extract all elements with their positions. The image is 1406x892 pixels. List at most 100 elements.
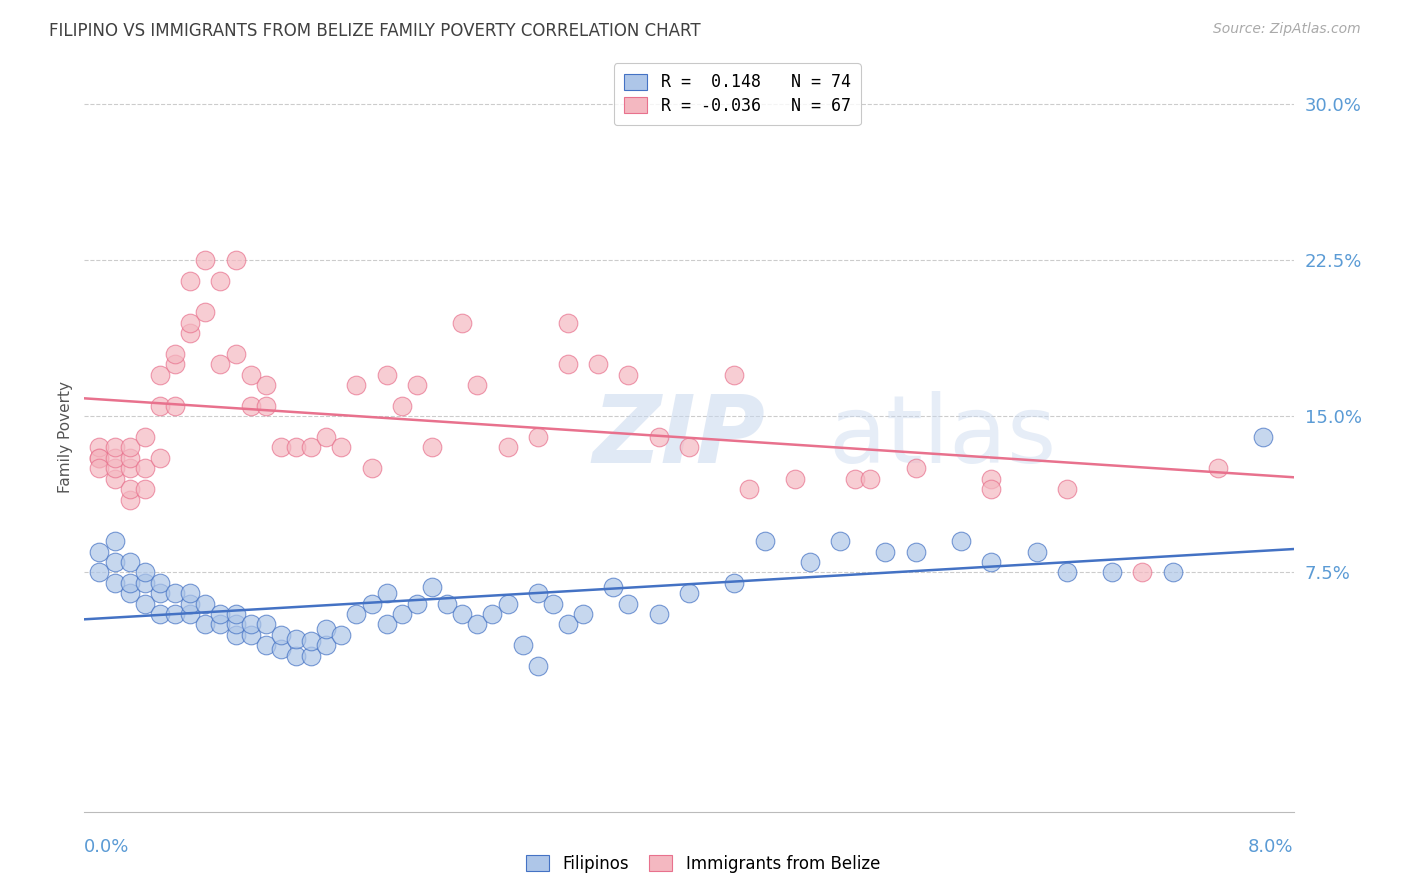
Point xyxy=(285,648,308,663)
Point xyxy=(315,638,337,652)
Point xyxy=(904,544,927,558)
Text: 8.0%: 8.0% xyxy=(1249,838,1294,856)
Point xyxy=(859,472,882,486)
Y-axis label: Family Poverty: Family Poverty xyxy=(58,381,73,493)
Point xyxy=(844,472,866,486)
Point xyxy=(134,566,156,580)
Point xyxy=(467,617,489,632)
Point xyxy=(254,638,277,652)
Point xyxy=(420,580,443,594)
Point xyxy=(572,607,595,621)
Point xyxy=(588,357,610,371)
Point xyxy=(270,642,292,657)
Point xyxy=(648,607,671,621)
Point xyxy=(118,586,141,600)
Point xyxy=(617,597,640,611)
Point xyxy=(315,430,337,444)
Point xyxy=(406,597,429,611)
Point xyxy=(557,316,579,330)
Point xyxy=(980,555,1002,569)
Point xyxy=(149,450,172,465)
Point xyxy=(89,450,111,465)
Point xyxy=(118,575,141,590)
Point xyxy=(723,575,745,590)
Point xyxy=(346,378,368,392)
Point xyxy=(451,316,474,330)
Point xyxy=(89,450,111,465)
Point xyxy=(209,274,232,288)
Point xyxy=(557,617,579,632)
Point xyxy=(134,461,156,475)
Point xyxy=(346,607,368,621)
Point xyxy=(179,607,201,621)
Point xyxy=(980,472,1002,486)
Point xyxy=(149,586,172,600)
Point xyxy=(89,461,111,475)
Point xyxy=(330,628,353,642)
Point xyxy=(118,450,141,465)
Point xyxy=(239,617,262,632)
Text: ZIP: ZIP xyxy=(592,391,765,483)
Point xyxy=(179,316,201,330)
Point xyxy=(285,441,308,455)
Point xyxy=(225,617,247,632)
Point xyxy=(89,544,111,558)
Point xyxy=(299,441,322,455)
Point xyxy=(799,555,821,569)
Point xyxy=(118,555,141,569)
Point xyxy=(239,628,262,642)
Legend: R =  0.148   N = 74, R = -0.036   N = 67: R = 0.148 N = 74, R = -0.036 N = 67 xyxy=(614,63,860,125)
Point xyxy=(194,305,217,319)
Point xyxy=(89,566,111,580)
Point xyxy=(783,472,806,486)
Point xyxy=(602,580,624,594)
Point xyxy=(315,622,337,636)
Point xyxy=(481,607,503,621)
Point xyxy=(738,482,761,496)
Point xyxy=(209,617,232,632)
Point xyxy=(1132,566,1154,580)
Point xyxy=(330,441,353,455)
Point xyxy=(420,441,443,455)
Point xyxy=(648,430,671,444)
Point xyxy=(225,628,247,642)
Point xyxy=(1025,544,1047,558)
Point xyxy=(1056,566,1078,580)
Point xyxy=(950,534,973,549)
Point xyxy=(496,441,519,455)
Point xyxy=(118,492,141,507)
Point xyxy=(904,461,927,475)
Point xyxy=(149,368,172,382)
Point xyxy=(118,441,141,455)
Point xyxy=(239,368,262,382)
Point xyxy=(209,357,232,371)
Point xyxy=(1056,482,1078,496)
Point xyxy=(254,617,277,632)
Point xyxy=(165,586,187,600)
Point xyxy=(1101,566,1123,580)
Point xyxy=(165,357,187,371)
Point xyxy=(406,378,429,392)
Point xyxy=(557,357,579,371)
Point xyxy=(285,632,308,646)
Point xyxy=(541,597,564,611)
Point xyxy=(104,441,127,455)
Point xyxy=(225,253,247,268)
Point xyxy=(436,597,458,611)
Text: 0.0%: 0.0% xyxy=(84,838,129,856)
Point xyxy=(254,378,277,392)
Point xyxy=(678,586,700,600)
Point xyxy=(678,441,700,455)
Point xyxy=(104,534,127,549)
Point xyxy=(225,347,247,361)
Point xyxy=(391,607,413,621)
Point xyxy=(980,482,1002,496)
Point xyxy=(1161,566,1184,580)
Point xyxy=(225,607,247,621)
Point xyxy=(104,461,127,475)
Point xyxy=(527,659,550,673)
Point xyxy=(270,441,292,455)
Point xyxy=(118,461,141,475)
Point xyxy=(104,575,127,590)
Point xyxy=(299,634,322,648)
